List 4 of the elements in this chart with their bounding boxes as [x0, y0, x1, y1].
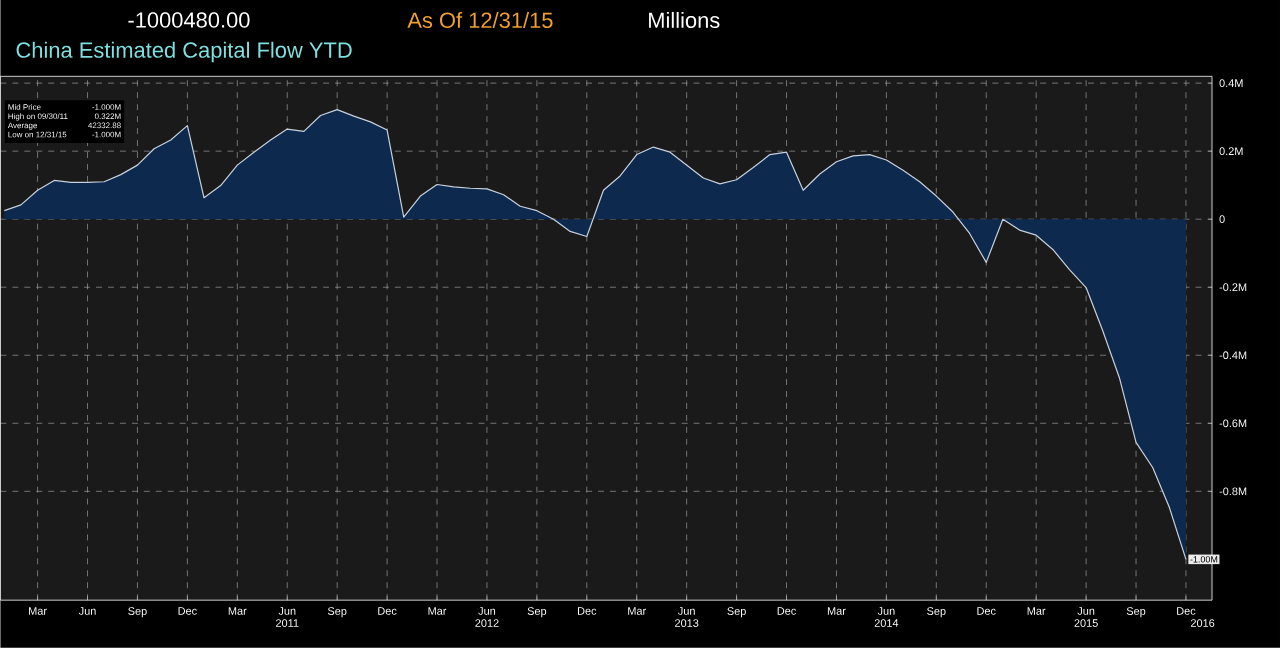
- text: As Of 12/31/15: [407, 12, 553, 29]
- text: -1000480.00: [128, 12, 250, 28]
- chart-title: China Estimated Capital Flow YTD: [16, 41, 352, 63]
- text: Millions: [649, 12, 720, 29]
